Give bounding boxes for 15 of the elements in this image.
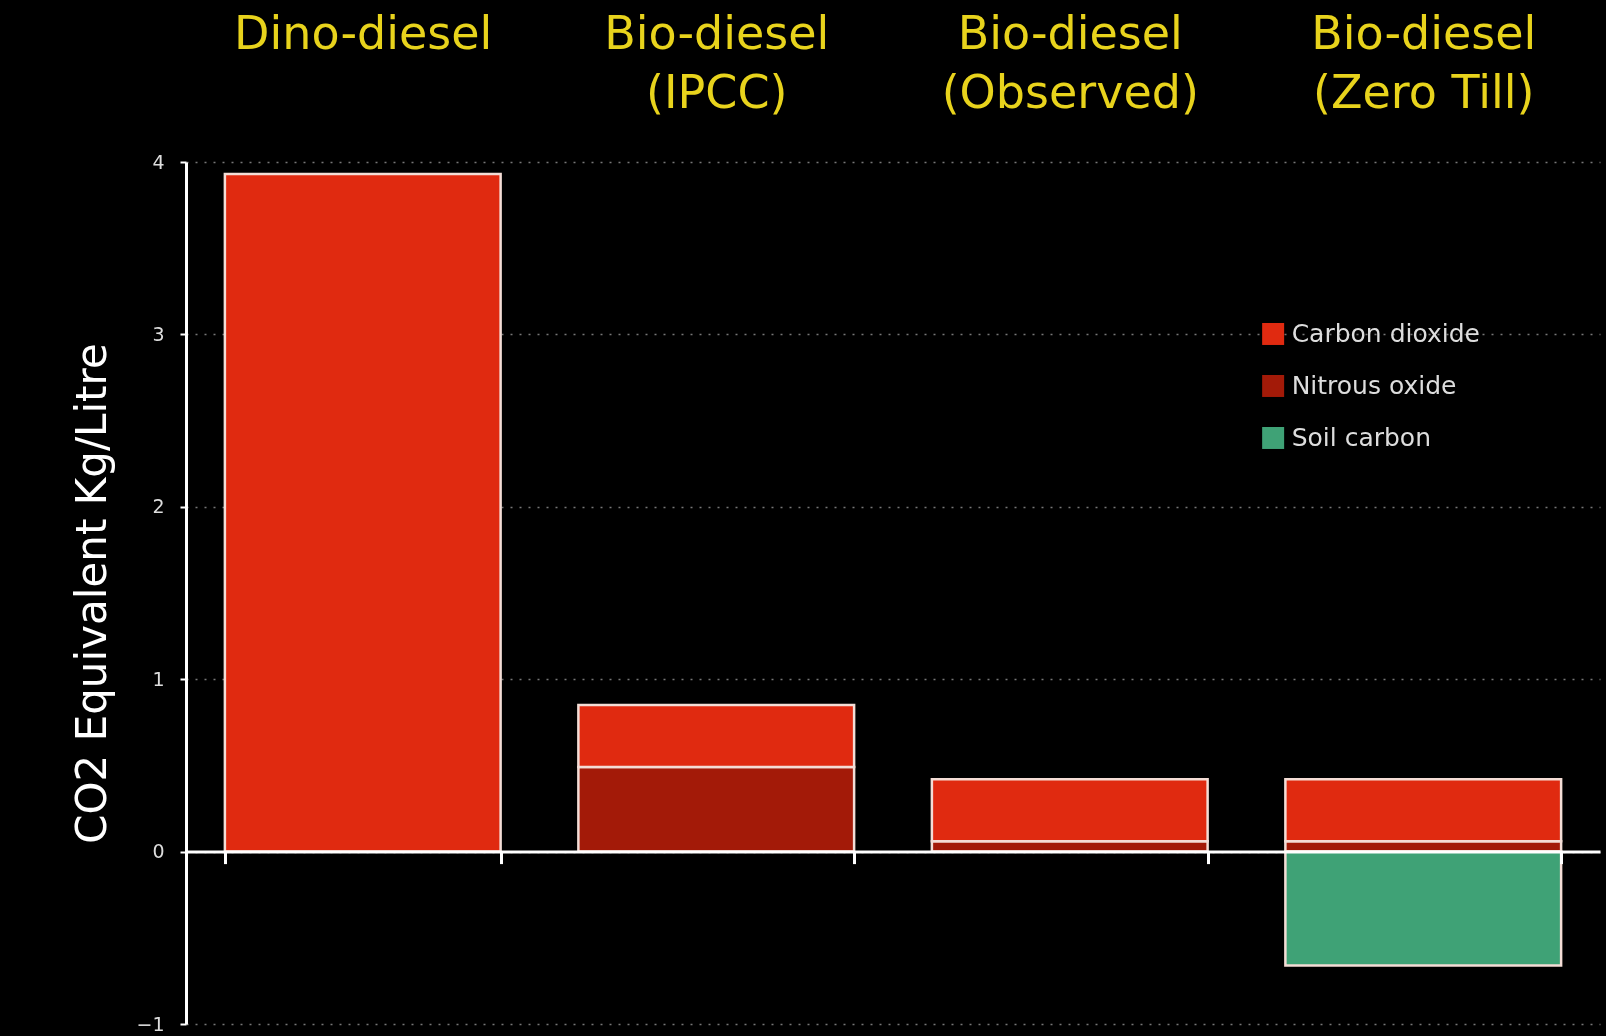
y-tick-label: 2 [152,495,165,518]
x-tick-label: Dino-diesel [234,5,493,60]
x-tick-label: Bio-diesel (IPCC) [604,5,830,119]
bar [223,172,502,853]
legend-label: Nitrous oxide [1291,370,1457,400]
legend-label: Soil carbon [1291,422,1431,452]
x-tick-label: Bio-diesel (Observed) [941,5,1199,119]
y-tick-label: −1 [136,1012,165,1035]
x-tick-label: Bio-diesel (Zero Till) [1311,5,1537,119]
y-tick-label: 0 [152,840,165,863]
y-tick-label: 4 [152,150,165,173]
y-tick-label: 1 [152,667,165,690]
y-tick-label: 3 [152,322,165,345]
legend-label: Carbon dioxide [1291,318,1480,348]
y-axis-title: CO2 Equivalent Kg/Litre [66,343,116,844]
